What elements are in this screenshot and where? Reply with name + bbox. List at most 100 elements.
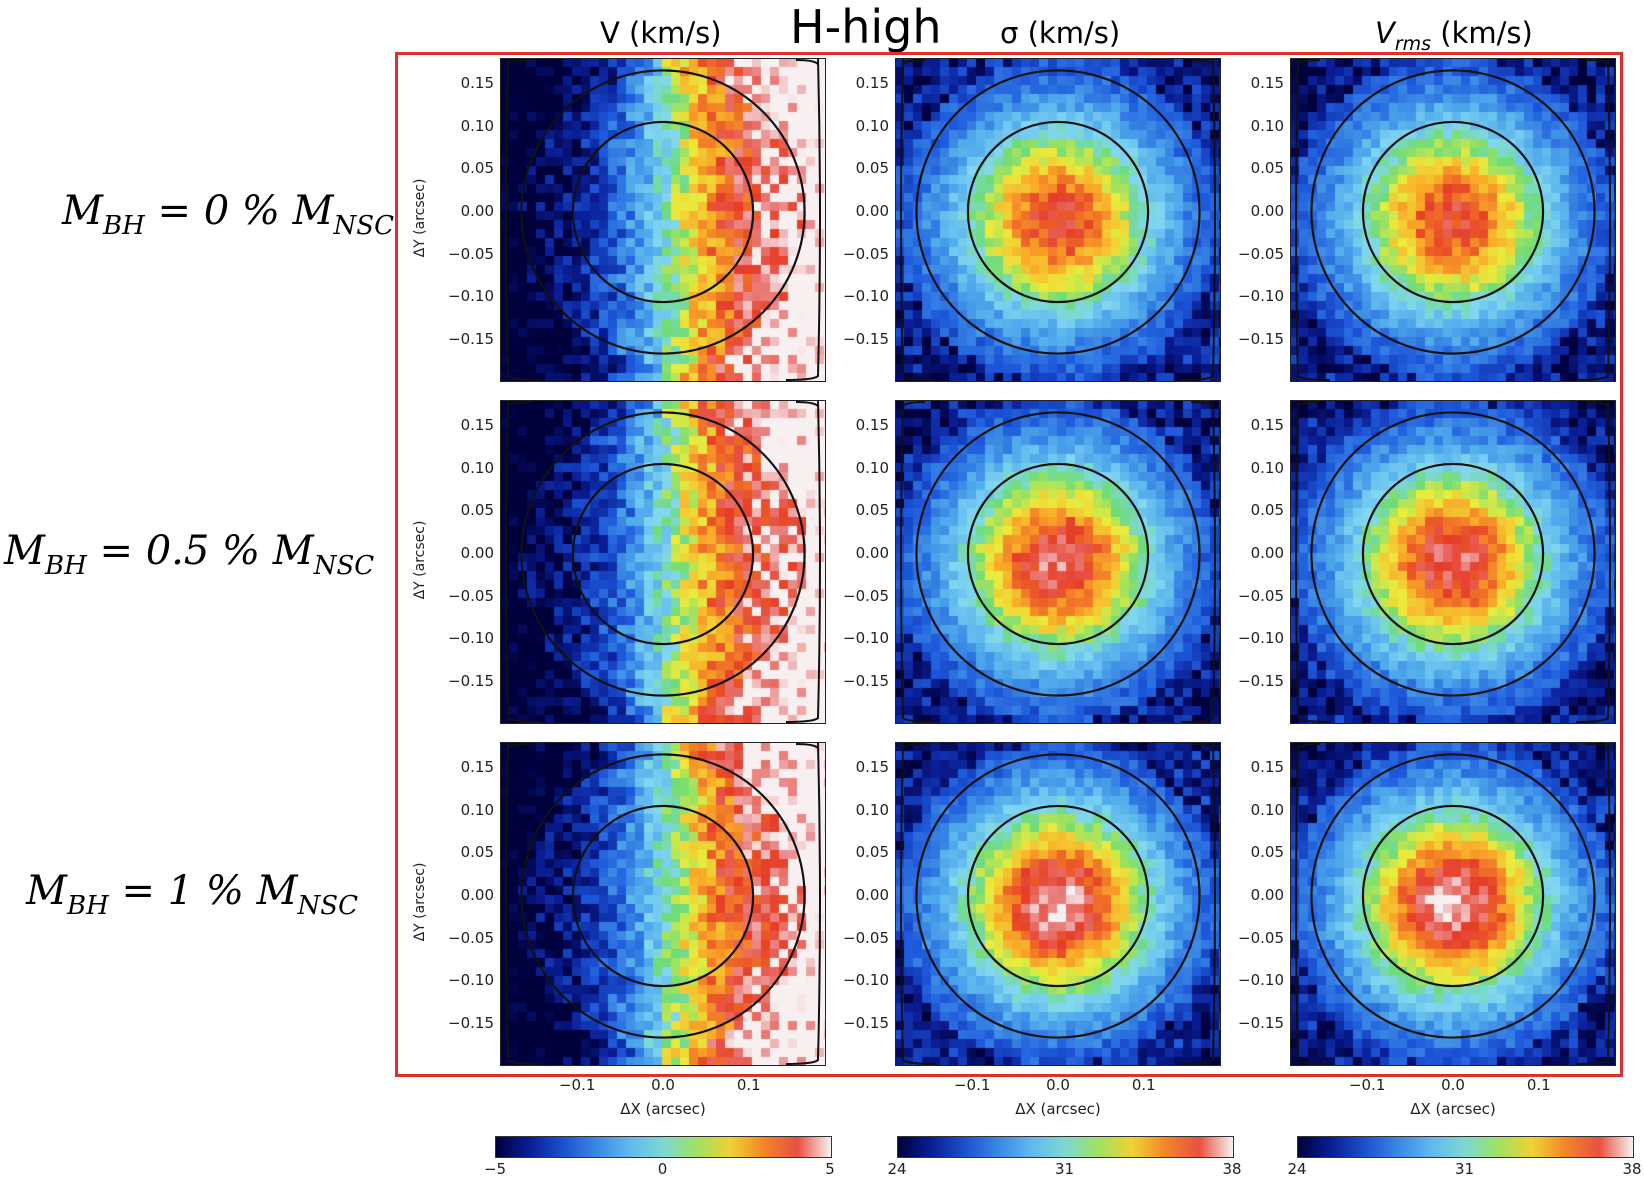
y-tick-label: 0.10 — [1250, 800, 1284, 819]
heatmap-canvas — [500, 400, 826, 724]
y-tick-label: −0.05 — [843, 586, 889, 605]
colorbar-tick-label: 31 — [1054, 1160, 1075, 1178]
colorbar-V — [495, 1136, 832, 1158]
y-tick-label: −0.15 — [1238, 329, 1284, 348]
map-panel-sigma-row0 — [895, 58, 1221, 382]
y-tick-label: −0.05 — [843, 244, 889, 263]
x-tick-label: −0.1 — [558, 1076, 596, 1094]
row-label-2: MBH = 1 % MNSC — [26, 868, 359, 921]
heatmap-canvas — [895, 58, 1221, 382]
y-tick-label: 0.00 — [460, 544, 494, 562]
y-tick-label: 0.15 — [855, 758, 889, 777]
y-tick-label: 0.10 — [460, 116, 494, 135]
y-tick-label: −0.15 — [843, 329, 889, 348]
inner-circle — [1361, 120, 1545, 304]
y-tick-label: −0.10 — [843, 629, 889, 648]
panel-border — [895, 58, 1221, 382]
footprint-outline — [1295, 58, 1611, 381]
inner-circle — [1361, 804, 1545, 988]
y-tick-label: 0.15 — [460, 758, 494, 777]
y-tick-label: −0.05 — [448, 586, 494, 605]
y-tick-label: 0.05 — [460, 159, 494, 178]
map-panel-Vrms-row1 — [1290, 400, 1616, 724]
overlay-svg — [500, 58, 826, 382]
highlight-frame — [395, 52, 1623, 1077]
y-tick-label: 0.15 — [1250, 758, 1284, 777]
y-tick-label: 0.15 — [855, 74, 889, 93]
y-tick-label: −0.05 — [843, 928, 889, 947]
colorbar-tick-label: 38 — [1222, 1160, 1242, 1178]
y-tick-label: −0.10 — [1238, 287, 1284, 306]
overlay-svg — [895, 742, 1221, 1066]
x-tick-label: −0.1 — [953, 1076, 991, 1094]
y-tick-label: −0.05 — [1238, 586, 1284, 605]
x-tick-label: 0.0 — [1441, 1076, 1465, 1094]
overlay-svg — [500, 742, 826, 1066]
inner-circle — [966, 120, 1150, 304]
map-panel-V-row2 — [500, 742, 826, 1066]
y-tick-label: 0.10 — [460, 800, 494, 819]
outer-circle — [915, 753, 1201, 1039]
y-tick-label: −0.05 — [1238, 928, 1284, 947]
y-tick-label: −0.10 — [843, 287, 889, 306]
y-tick-label: −0.10 — [1238, 971, 1284, 990]
overlay-svg — [500, 400, 826, 724]
y-tick-label: 0.10 — [855, 116, 889, 135]
overlay-svg — [1290, 58, 1616, 382]
y-tick-label: 0.05 — [855, 501, 889, 520]
column-title-vrms: Vrms (km/s) — [1375, 16, 1533, 55]
panel-border — [1290, 58, 1616, 382]
x-tick-label: 0.1 — [1131, 1076, 1156, 1094]
outer-circle — [915, 69, 1201, 355]
y-tick-label: 0.10 — [460, 458, 494, 477]
heatmap-canvas — [500, 58, 826, 382]
colorbar-tick-label: 38 — [1622, 1160, 1642, 1178]
y-tick-label: 0.05 — [1250, 501, 1284, 520]
y-axis-label: ΔY (arcsec) — [412, 520, 428, 600]
y-tick-label: −0.15 — [843, 1013, 889, 1032]
inner-circle — [966, 462, 1150, 646]
footprint-outline — [1295, 400, 1611, 723]
y-axis-label: ΔY (arcsec) — [412, 178, 428, 258]
y-tick-label: 0.10 — [1250, 458, 1284, 477]
y-tick-label: −0.05 — [448, 244, 494, 263]
row-label-0: MBH = 0 % MNSC — [62, 188, 395, 241]
y-tick-label: 0.10 — [1250, 116, 1284, 135]
x-tick-label: 0.0 — [651, 1076, 675, 1094]
y-axis-label: ΔY (arcsec) — [412, 862, 428, 942]
y-tick-label: −0.05 — [1238, 244, 1284, 263]
y-tick-label: −0.10 — [448, 971, 494, 990]
y-tick-label: 0.15 — [460, 74, 494, 93]
y-tick-label: 0.00 — [855, 886, 889, 904]
colorbar-tick-label: 5 — [825, 1160, 835, 1178]
colorbar-tick-label: 0 — [657, 1160, 668, 1178]
overlay-svg — [1290, 400, 1616, 724]
inner-circle — [966, 804, 1150, 988]
y-tick-label: 0.00 — [1250, 202, 1284, 220]
heatmap-canvas — [1290, 742, 1616, 1066]
outer-circle — [520, 411, 806, 697]
column-title-v: V (km/s) — [600, 16, 722, 50]
footprint-outline — [505, 742, 821, 1065]
y-tick-label: −0.15 — [1238, 671, 1284, 690]
inner-circle — [571, 120, 755, 304]
x-tick-label: 0.0 — [1046, 1076, 1070, 1094]
y-tick-label: 0.05 — [1250, 159, 1284, 178]
panel-border — [1290, 400, 1616, 724]
inner-circle — [571, 804, 755, 988]
outer-circle — [1310, 69, 1596, 355]
colorbar-sigma — [897, 1136, 1234, 1158]
x-axis-label: ΔX (arcsec) — [1410, 1100, 1496, 1118]
outer-circle — [1310, 411, 1596, 697]
y-tick-label: −0.15 — [843, 671, 889, 690]
y-tick-label: 0.00 — [460, 886, 494, 904]
y-tick-label: −0.15 — [1238, 1013, 1284, 1032]
y-tick-label: 0.15 — [1250, 416, 1284, 435]
panel-border — [895, 742, 1221, 1066]
y-tick-label: −0.15 — [448, 329, 494, 348]
y-tick-label: 0.05 — [855, 843, 889, 862]
heatmap-canvas — [895, 742, 1221, 1066]
y-tick-label: 0.15 — [460, 416, 494, 435]
x-tick-label: 0.1 — [736, 1076, 761, 1094]
inner-circle — [571, 462, 755, 646]
